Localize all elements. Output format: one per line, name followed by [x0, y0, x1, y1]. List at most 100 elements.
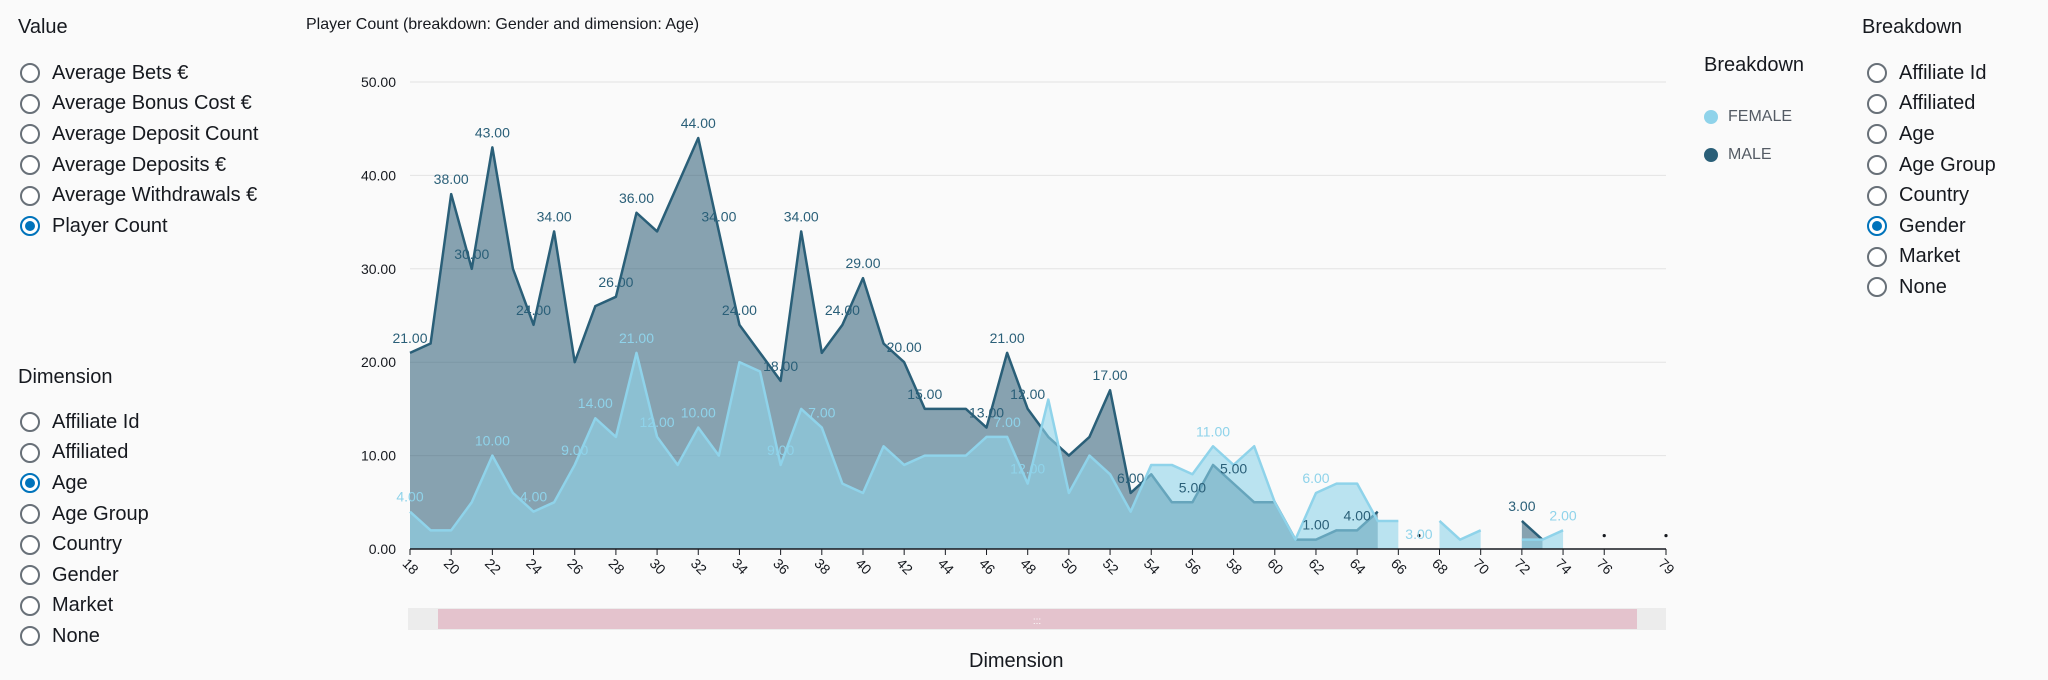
breakdown-label-age: Age: [1899, 122, 1935, 145]
legend-label-female: FEMALE: [1728, 108, 1793, 125]
dimension-option-affiliated[interactable]: Affiliated: [20, 438, 149, 469]
breakdown-label-none: None: [1899, 275, 1947, 298]
breakdown-option-country[interactable]: Country: [1867, 180, 1996, 211]
dimension-label-none: None: [52, 624, 100, 647]
value-panel-title: Value: [18, 16, 68, 38]
value-label-average-withdrawals: Average Withdrawals €: [52, 184, 258, 207]
breakdown-option-market[interactable]: Market: [1867, 242, 1996, 273]
breakdown-label-affiliated: Affiliated: [1899, 92, 1976, 115]
data-label-male: 5.00: [1220, 461, 1247, 477]
dimension-radio-country[interactable]: [20, 534, 40, 555]
dimension-label-age: Age: [52, 471, 88, 494]
x-tick-label: 68: [1429, 555, 1451, 577]
value-option-average-withdrawals[interactable]: Average Withdrawals €: [20, 180, 258, 211]
data-label-male: 20.00: [887, 339, 922, 355]
dimension-label-market: Market: [52, 594, 114, 617]
data-label-female: 9.00: [767, 442, 794, 458]
dimension-option-none[interactable]: None: [20, 621, 149, 652]
dimension-option-gender[interactable]: Gender: [20, 560, 149, 591]
data-label-male: 13.00: [969, 405, 1004, 421]
data-label-female: 10.00: [475, 433, 510, 449]
data-label-female: 6.00: [1302, 470, 1329, 486]
legend-item-male[interactable]: MALE: [1704, 146, 1772, 164]
dimension-option-market[interactable]: Market: [20, 591, 149, 622]
point-male[interactable]: [1664, 534, 1668, 538]
data-label-male: 29.00: [845, 255, 880, 271]
breakdown-option-age[interactable]: Age: [1867, 119, 1996, 150]
legend-item-female[interactable]: FEMALE: [1704, 108, 1792, 126]
line-female[interactable]: [1438, 520, 1482, 541]
breakdown-label-affiliate-id: Affiliate Id: [1899, 61, 1987, 84]
legend-swatch-female: [1704, 110, 1718, 124]
breakdown-radio-gender[interactable]: [1867, 216, 1887, 237]
breakdown-option-gender[interactable]: Gender: [1867, 211, 1996, 242]
breakdown-radio-affiliated[interactable]: [1867, 93, 1887, 114]
data-label-female: 7.00: [808, 405, 835, 421]
dimension-radio-none[interactable]: [20, 626, 40, 647]
breakdown-option-affiliate-id[interactable]: Affiliate Id: [1867, 58, 1996, 89]
dimension-label-affiliate-id: Affiliate Id: [52, 410, 140, 433]
area-female[interactable]: [410, 352, 1399, 549]
breakdown-radio-age[interactable]: [1867, 124, 1887, 145]
breakdown-option-none[interactable]: None: [1867, 272, 1996, 303]
point-male[interactable]: [1417, 534, 1421, 538]
chart-title: Player Count (breakdown: Gender and dime…: [306, 16, 700, 33]
data-label-male: 34.00: [537, 208, 572, 224]
breakdown-option-affiliated[interactable]: Affiliated: [1867, 89, 1996, 120]
dimension-panel-title: Dimension: [18, 366, 113, 388]
value-radio-average-deposit-count[interactable]: [20, 124, 40, 145]
breakdown-radio-age-group[interactable]: [1867, 155, 1887, 176]
value-option-average-bonus-cost[interactable]: Average Bonus Cost €: [20, 89, 258, 120]
x-tick-label: 22: [482, 555, 504, 577]
x-tick-label: 64: [1347, 555, 1369, 577]
line-female[interactable]: [1521, 529, 1564, 541]
breakdown-radio-none[interactable]: [1867, 277, 1887, 298]
value-label-average-deposit-count: Average Deposit Count: [52, 122, 259, 145]
dimension-radio-gender[interactable]: [20, 565, 40, 586]
x-tick-label: 54: [1141, 555, 1163, 577]
value-radio-player-count[interactable]: [20, 216, 40, 237]
value-option-average-deposit-count[interactable]: Average Deposit Count: [20, 119, 258, 150]
value-option-player-count[interactable]: Player Count: [20, 211, 258, 242]
dimension-radio-market[interactable]: [20, 595, 40, 616]
x-tick-label: 79: [1656, 555, 1678, 577]
dimension-option-age[interactable]: Age: [20, 468, 149, 499]
breakdown-radio-market[interactable]: [1867, 246, 1887, 267]
value-option-average-bets[interactable]: Average Bets €: [20, 58, 258, 89]
value-radio-average-bets[interactable]: [20, 63, 40, 84]
scrollbar-thumb[interactable]: [438, 609, 1637, 629]
x-tick-label: 40: [853, 555, 875, 577]
value-radio-group: Average Bets € Average Bonus Cost € Averag…: [20, 58, 258, 242]
legend-label-male: MALE: [1728, 146, 1772, 163]
line-male[interactable]: [1521, 520, 1544, 541]
data-label-male: 38.00: [434, 171, 469, 187]
dimension-option-age-group[interactable]: Age Group: [20, 499, 149, 530]
data-label-female: 12.00: [1010, 461, 1045, 477]
breakdown-option-age-group[interactable]: Age Group: [1867, 150, 1996, 181]
dimension-radio-affiliate-id[interactable]: [20, 412, 40, 433]
y-tick-label: 30.00: [361, 261, 396, 277]
point-male[interactable]: [1602, 534, 1606, 538]
dimension-label-age-group: Age Group: [52, 502, 149, 525]
dimension-radio-age[interactable]: [20, 473, 40, 494]
value-radio-average-bonus-cost[interactable]: [20, 93, 40, 114]
value-radio-average-deposits[interactable]: [20, 155, 40, 176]
data-label-male: 21.00: [990, 330, 1025, 346]
area-female[interactable]: [1439, 520, 1481, 549]
data-label-male: 34.00: [701, 208, 736, 224]
line-female[interactable]: [409, 351, 1399, 541]
dimension-option-country[interactable]: Country: [20, 529, 149, 560]
x-tick-label: 50: [1058, 555, 1080, 577]
x-tick-label: 70: [1470, 555, 1492, 577]
y-tick-label: 0.00: [369, 541, 396, 557]
breakdown-radio-country[interactable]: [1867, 185, 1887, 206]
x-tick-label: 52: [1100, 555, 1122, 577]
dimension-radio-age-group[interactable]: [20, 504, 40, 525]
dimension-radio-affiliated[interactable]: [20, 442, 40, 463]
x-tick-label: 28: [605, 555, 627, 577]
value-option-average-deposits[interactable]: Average Deposits €: [20, 150, 258, 181]
dimension-option-affiliate-id[interactable]: Affiliate Id: [20, 407, 149, 438]
value-radio-average-withdrawals[interactable]: [20, 185, 40, 206]
breakdown-radio-affiliate-id[interactable]: [1867, 63, 1887, 84]
